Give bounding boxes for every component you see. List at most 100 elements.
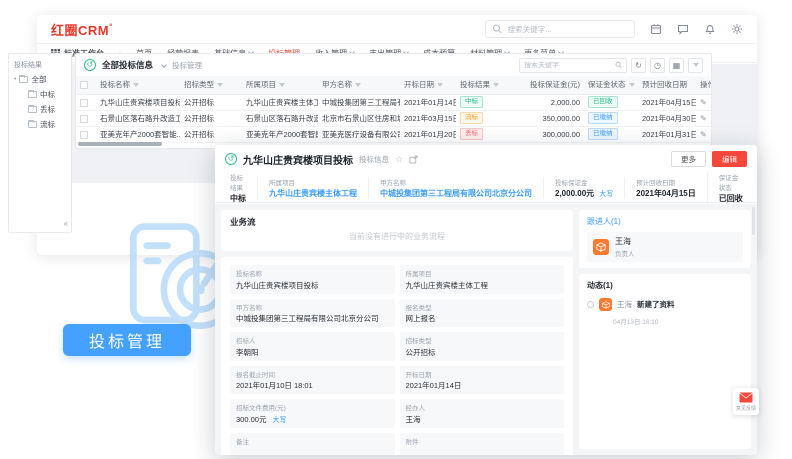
edit-icon[interactable]: ✎ bbox=[700, 129, 707, 139]
row-checkbox[interactable] bbox=[80, 114, 88, 123]
tree-node-won-label: 中标 bbox=[40, 90, 55, 99]
col-label: 招标类型 bbox=[184, 80, 214, 90]
project-link[interactable]: 九华山庄贵宾楼主体工程 bbox=[242, 94, 318, 111]
bid-name-link[interactable]: 石景山区落石路升改造工程 bbox=[96, 110, 180, 127]
table-row[interactable]: 亚美克年产2000套智能... 公开招标 亚美克年产2000套智能... 亚美克… bbox=[76, 126, 711, 143]
global-search[interactable] bbox=[485, 20, 635, 38]
recover-date-cell: 2021年04月30日 bbox=[638, 110, 696, 127]
row-checkbox[interactable] bbox=[80, 130, 88, 139]
bell-icon[interactable] bbox=[704, 23, 716, 35]
tree-node-lost[interactable]: 丢标 bbox=[28, 104, 66, 115]
activity-entry: 王海 新建了资料 bbox=[587, 298, 743, 311]
recover-date-cell: 2021年04月15日 bbox=[638, 94, 696, 111]
field-remark: 备注 bbox=[230, 432, 395, 455]
deposit-status-badge: 已回收 bbox=[588, 96, 618, 108]
col-actions: 操作 bbox=[696, 76, 711, 95]
chevron-down-icon[interactable] bbox=[161, 62, 167, 68]
result-badge: 丢标 bbox=[460, 128, 483, 140]
row-checkbox[interactable] bbox=[80, 98, 88, 107]
filter-icon[interactable] bbox=[437, 83, 443, 88]
owner-link[interactable]: 北京市石景山区住房和城... bbox=[318, 110, 400, 127]
transfer-icon[interactable] bbox=[409, 154, 418, 164]
open-date-cell: 2021年01月20日 bbox=[400, 126, 456, 143]
table-row[interactable]: 石景山区落石路升改造工程 公开招标 石景山区落石路升改造工程 北京市石景山区住房… bbox=[76, 110, 711, 127]
col-label: 甲方名称 bbox=[322, 80, 352, 90]
list-search-input[interactable] bbox=[524, 61, 615, 69]
field-project: 所属项目 九华山庄贵宾楼主体工程 bbox=[399, 265, 564, 294]
global-search-input[interactable] bbox=[507, 24, 628, 34]
detail-subtitle: 投标信息 bbox=[359, 154, 389, 164]
col-open-date: 开标日期 bbox=[400, 76, 456, 95]
star-icon[interactable]: ☆ bbox=[395, 153, 404, 164]
field-value: 九华山庄贵宾楼项目投标 bbox=[236, 280, 319, 290]
filter-icon[interactable] bbox=[217, 83, 223, 88]
collapse-sidebar-icon[interactable]: « bbox=[63, 219, 68, 228]
more-button[interactable]: 更多 bbox=[671, 151, 706, 167]
refresh-icon[interactable]: ↻ bbox=[631, 57, 646, 73]
red-envelope-icon bbox=[739, 392, 753, 403]
filter-icon[interactable] bbox=[279, 83, 285, 88]
feedback-widget[interactable]: 意见反馈 bbox=[733, 388, 759, 415]
calendar-icon[interactable] bbox=[650, 23, 662, 35]
field-signup-deadline: 报名截止时间 2021年01月10日 18:01 bbox=[230, 365, 395, 394]
message-icon[interactable] bbox=[677, 23, 689, 35]
filter-icon[interactable] bbox=[355, 83, 361, 88]
open-date-cell: 2021年03月15日 bbox=[400, 110, 456, 127]
field-value: 网上报名 bbox=[405, 314, 436, 323]
tree-node-all[interactable]: • 全部 bbox=[14, 74, 66, 85]
project-link[interactable]: 石景山区落石路升改造工程 bbox=[242, 110, 318, 127]
summary-project-link[interactable]: 九华山庄贵宾楼主体工程 bbox=[269, 188, 357, 198]
horizontal-scrollbar[interactable] bbox=[78, 142, 162, 146]
filter-icon[interactable] bbox=[133, 83, 139, 88]
field-project-link[interactable]: 九华山庄贵宾楼主体工程 bbox=[405, 280, 489, 290]
recover-date-cell: 2021年01月31日 bbox=[638, 126, 696, 143]
bid-name-link[interactable]: 九华山庄贵宾楼项目投标 bbox=[96, 94, 180, 111]
col-label: 投标名称 bbox=[100, 80, 130, 90]
tree-node-won[interactable]: 中标 bbox=[28, 89, 66, 100]
col-label: 预计回收日期 bbox=[642, 80, 687, 90]
owner-link[interactable]: 中城投集团第三工程局有... bbox=[318, 94, 400, 111]
col-label: 投标保证金(元) bbox=[530, 80, 580, 90]
project-link[interactable]: 亚美克年产2000套智能... bbox=[242, 126, 318, 143]
follower-row[interactable]: 王海 负责人 bbox=[587, 232, 743, 262]
followers-title: 跟进人(1) bbox=[587, 217, 621, 226]
back-icon[interactable]: ↺ bbox=[84, 59, 96, 71]
list-search[interactable] bbox=[519, 57, 627, 73]
activity-card: 动态(1) 王海 新建了资料 04月13日 16:10 bbox=[579, 274, 751, 449]
filter-icon[interactable] bbox=[688, 57, 703, 73]
table-row[interactable]: 九华山庄贵宾楼项目投标 公开招标 九华山庄贵宾楼主体工程 中城投集团第三工程局有… bbox=[76, 94, 711, 111]
col-label: 保证金状态 bbox=[588, 80, 626, 90]
owner-link[interactable]: 亚美克医疗设备有限公司 bbox=[318, 126, 400, 143]
back-icon[interactable]: ↺ bbox=[225, 153, 237, 165]
field-handler-link[interactable]: 王海 bbox=[405, 414, 421, 424]
edit-icon[interactable]: ✎ bbox=[700, 97, 707, 107]
uppercase-link[interactable]: 大写 bbox=[599, 190, 614, 198]
edit-icon[interactable]: ✎ bbox=[700, 113, 707, 123]
field-label: 报名类型 bbox=[405, 304, 432, 312]
tree-node-failed[interactable]: 流标 bbox=[28, 119, 66, 130]
vertical-scrollbar[interactable] bbox=[752, 207, 755, 235]
tree-bullet: • bbox=[14, 76, 17, 83]
summary-deposit: 投标保证金 2,000.00元 大写 bbox=[543, 176, 624, 199]
gear-icon[interactable] bbox=[731, 23, 743, 35]
detail-summary-strip: 投标结果 中标 所属项目 九华山庄贵宾楼主体工程 甲方名称 中城投集团第三工程局… bbox=[215, 171, 757, 204]
col-label: 操作 bbox=[700, 80, 711, 90]
field-owner-link[interactable]: 中城投集团第三工程局有限公司北京分公司 bbox=[236, 314, 379, 323]
list-view-title[interactable]: 全部投标信息 bbox=[102, 60, 154, 70]
summary-owner-link[interactable]: 中城投集团第三工程局有限公司北京分公司 bbox=[380, 188, 532, 198]
bid-name-link[interactable]: 亚美克年产2000套智能... bbox=[96, 126, 180, 143]
edit-button[interactable]: 编辑 bbox=[712, 151, 747, 167]
select-all-checkbox[interactable] bbox=[80, 81, 88, 90]
columns-icon[interactable]: ▦ bbox=[669, 57, 684, 73]
follower-role: 负责人 bbox=[615, 251, 635, 258]
filter-icon[interactable] bbox=[628, 83, 635, 88]
filter-icon[interactable] bbox=[493, 83, 499, 88]
followers-card: 跟进人(1) 王海 负责人 bbox=[579, 210, 751, 268]
history-icon[interactable]: ◷ bbox=[650, 57, 665, 73]
field-handler: 经办人 王海 bbox=[399, 399, 564, 428]
col-bid-type: 招标类型 bbox=[180, 76, 242, 95]
uppercase-link[interactable]: 大写 bbox=[272, 416, 287, 424]
result-badge: 中标 bbox=[460, 96, 483, 108]
activity-title: 动态(1) bbox=[587, 281, 613, 290]
